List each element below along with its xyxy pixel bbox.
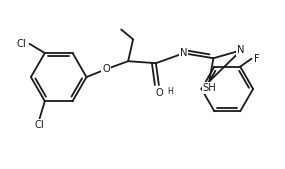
Text: Cl: Cl: [35, 120, 44, 130]
Text: Cl: Cl: [17, 39, 27, 49]
Text: N: N: [237, 45, 245, 55]
Text: F: F: [254, 54, 259, 64]
Text: N: N: [180, 48, 188, 58]
Text: O: O: [102, 64, 110, 74]
Text: SH: SH: [203, 83, 216, 93]
Text: O: O: [156, 88, 164, 98]
Text: H: H: [167, 87, 173, 96]
